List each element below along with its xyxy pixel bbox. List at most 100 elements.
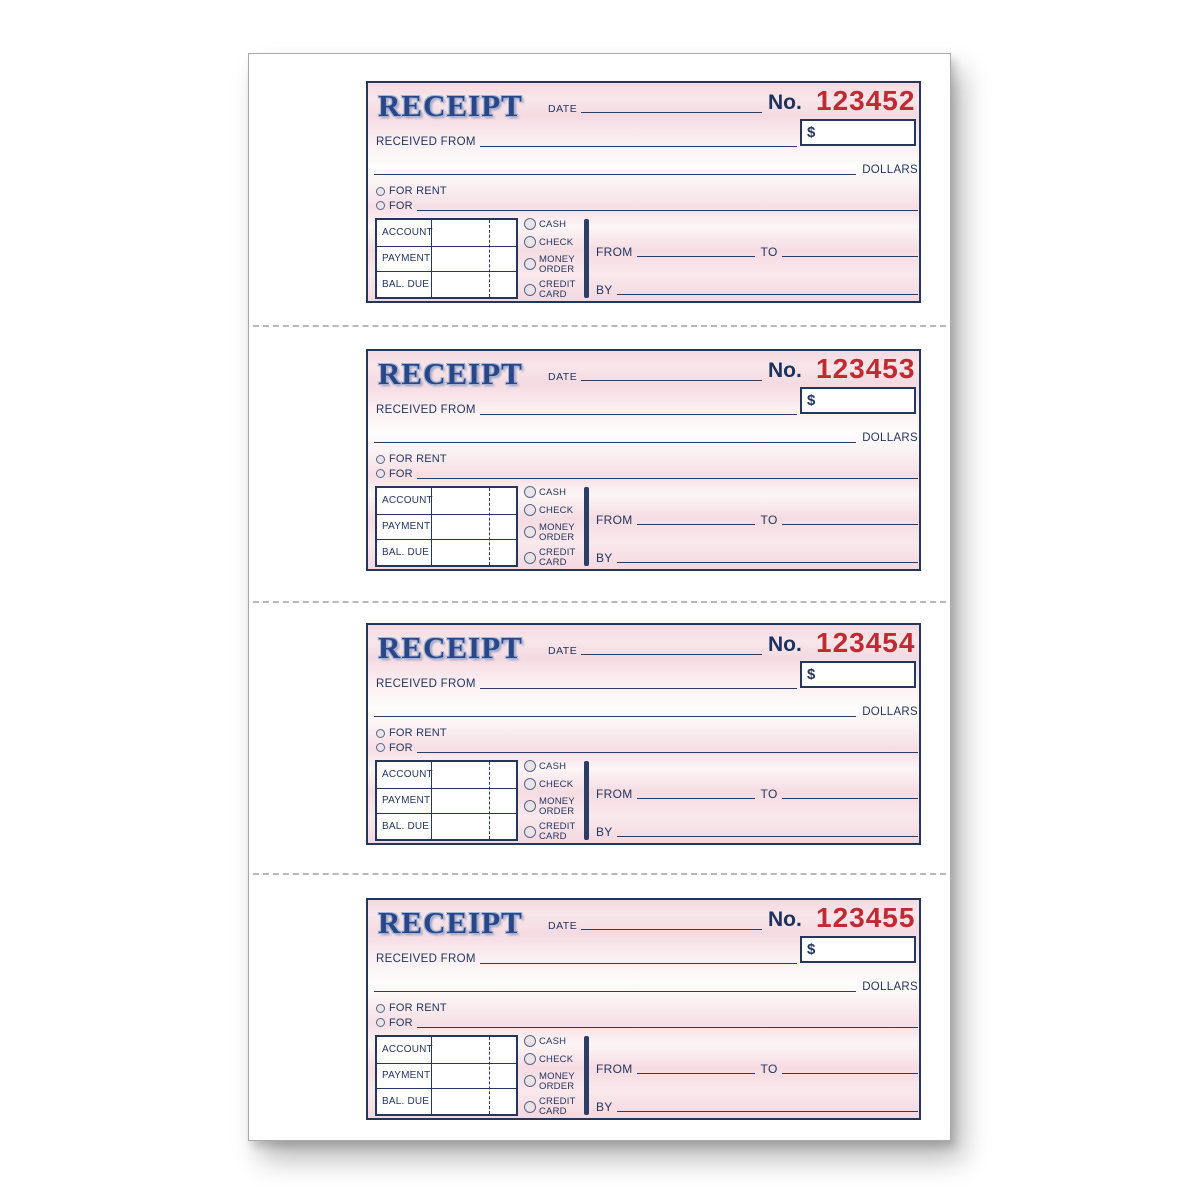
money-order-checkbox-circle-icon [524, 800, 536, 813]
date-label: DATE [548, 102, 578, 115]
receipt-form: RECEIPT DATE No. 123452 $ RECEIVED FROM … [366, 81, 921, 303]
cash-checkbox-circle-icon [524, 486, 536, 498]
date-label: DATE [548, 644, 578, 657]
for-rent-label: FOR RENT [389, 727, 447, 739]
for-checkbox-circle-icon [376, 469, 385, 478]
for-blank-line [416, 1027, 918, 1028]
payment-method-list: CASH CHECK MONEY ORDER CREDIT CARD [524, 760, 584, 842]
amount-box: $ [800, 936, 916, 963]
vertical-divider-bar [584, 1036, 589, 1115]
received-from-label: RECEIVED FROM [376, 403, 476, 416]
money-order-label: MONEY ORDER [539, 795, 575, 817]
for-label: FOR [389, 199, 413, 212]
to-label: TO [760, 787, 778, 801]
dollar-sign: $ [807, 392, 816, 409]
credit-card-label: CREDIT CARD [539, 821, 576, 843]
money-order-checkbox-circle-icon [524, 258, 536, 271]
date-blank-line [581, 380, 762, 381]
for-rent-row: FOR RENT [376, 454, 447, 465]
for-row: FOR [376, 468, 918, 480]
account-table: ACCOUNT PAYMENT BAL. DUE [375, 218, 518, 299]
receipt-number: 123455 [816, 902, 916, 933]
received-from-label: RECEIVED FROM [376, 677, 476, 690]
received-from-blank-line [479, 146, 797, 147]
credit-card-label: CREDIT CARD [539, 279, 576, 301]
receipt-sheet: RECEIPT DATE No. 123452 $ RECEIVED FROM … [248, 53, 951, 1141]
for-blank-line [416, 752, 918, 753]
account-label: ACCOUNT [382, 226, 433, 238]
money-order-checkbox-circle-icon [524, 526, 536, 539]
payment-method-cash: CASH [524, 486, 584, 499]
balance-due-label: BAL. DUE [382, 1095, 430, 1107]
amount-words-blank-line [374, 174, 857, 175]
balance-due-row: BAL. DUE [377, 813, 516, 839]
payment-method-credit-card: CREDIT CARD [524, 1097, 584, 1117]
number-label: No. [768, 91, 802, 114]
for-blank-line [416, 478, 918, 479]
by-label: BY [596, 825, 613, 839]
perforation-line [253, 325, 946, 327]
received-from-row: RECEIVED FROM [376, 675, 797, 690]
received-from-label: RECEIVED FROM [376, 952, 476, 965]
check-checkbox-circle-icon [524, 1053, 536, 1066]
balance-due-label: BAL. DUE [382, 820, 430, 832]
receipt-title: RECEIPT [378, 356, 523, 391]
balance-due-label: BAL. DUE [382, 278, 430, 290]
amount-words-blank-line [374, 991, 857, 992]
payment-method-money-order: MONEY ORDER [524, 522, 584, 543]
account-row: ACCOUNT [377, 488, 516, 514]
check-label: CHECK [539, 504, 574, 516]
amount-box: $ [800, 661, 916, 688]
for-label: FOR [389, 741, 413, 754]
date-blank-line [581, 654, 762, 655]
account-row: ACCOUNT [377, 1037, 516, 1063]
account-table-column-divider [431, 762, 432, 839]
number-label: No. [768, 633, 802, 656]
from-to-row: FROM TO [596, 1062, 918, 1075]
for-row: FOR [376, 742, 918, 754]
money-order-label: MONEY ORDER [539, 253, 575, 275]
from-label: FROM [596, 245, 633, 259]
date-label: DATE [548, 919, 578, 932]
received-from-row: RECEIVED FROM [376, 401, 797, 416]
for-label: FOR [389, 1016, 413, 1029]
check-label: CHECK [539, 236, 574, 248]
payment-row: PAYMENT [377, 787, 516, 814]
balance-due-row: BAL. DUE [377, 1088, 516, 1114]
received-from-row: RECEIVED FROM [376, 950, 797, 965]
payment-method-list: CASH CHECK MONEY ORDER CREDIT CARD [524, 486, 584, 568]
payment-method-credit-card: CREDIT CARD [524, 822, 584, 842]
by-row: BY [596, 283, 918, 296]
payment-method-money-order: MONEY ORDER [524, 1070, 584, 1092]
payment-label: PAYMENT [382, 794, 431, 806]
number-label: No. [768, 908, 802, 931]
receipt-number: 123452 [816, 85, 916, 116]
to-blank-line [781, 256, 918, 257]
for-rent-row: FOR RENT [376, 1003, 447, 1014]
credit-card-checkbox-circle-icon [524, 1100, 536, 1113]
balance-due-row: BAL. DUE [377, 271, 516, 297]
number-label: No. [768, 359, 802, 382]
account-table: ACCOUNT PAYMENT BAL. DUE [375, 486, 518, 567]
cash-label: CASH [539, 486, 567, 498]
money-order-label: MONEY ORDER [539, 1070, 575, 1092]
amount-box: $ [800, 387, 916, 414]
received-from-blank-line [479, 963, 797, 964]
date-row: DATE [548, 919, 762, 931]
date-blank-line [581, 929, 762, 930]
from-blank-line [636, 524, 755, 525]
account-row: ACCOUNT [377, 220, 516, 246]
perforation-line [253, 601, 946, 603]
cash-checkbox-circle-icon [524, 1035, 536, 1047]
dollar-sign: $ [807, 666, 816, 683]
amount-words-blank-line [374, 716, 857, 717]
vertical-divider-bar [584, 487, 589, 566]
by-blank-line [616, 1111, 918, 1112]
date-row: DATE [548, 102, 762, 114]
check-label: CHECK [539, 778, 574, 790]
payment-method-cash: CASH [524, 218, 584, 231]
cash-label: CASH [539, 218, 567, 230]
account-table: ACCOUNT PAYMENT BAL. DUE [375, 760, 518, 841]
credit-card-checkbox-circle-icon [524, 551, 536, 564]
